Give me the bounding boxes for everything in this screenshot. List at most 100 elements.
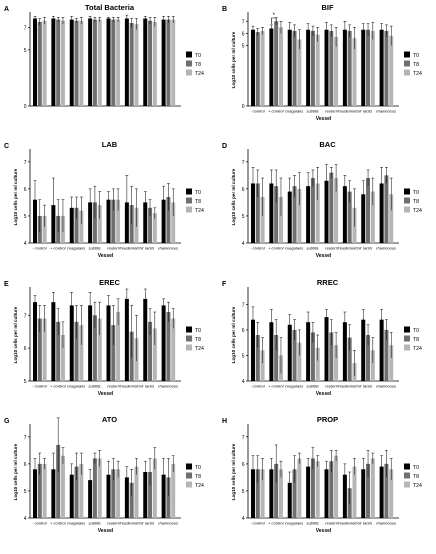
bar-t24-lactis [370, 191, 375, 243]
bar-t0-freudenreichii [124, 298, 129, 381]
chart-svg: A Total Bacteria 0 5 7 T0 T8 T24 [4, 3, 204, 110]
x-tick-label: reuteri [325, 521, 336, 526]
x-tick-label: subtilis [306, 521, 318, 526]
y-tick-label: 5 [242, 353, 245, 359]
bar-t0-reuteri [324, 469, 329, 518]
x-tick-label: - control [32, 521, 47, 526]
bar-t8-lactis [366, 178, 371, 243]
bar-t0-lactis [143, 472, 148, 518]
legend-swatch [186, 481, 192, 488]
bar-t8-coagulans [292, 186, 297, 243]
bar-t24-rhamnosus [171, 463, 176, 518]
chart-svg: G ATO 4 5 6 7 Log10 cells per ml culture - cont… [4, 415, 204, 534]
panel-erec: E EREC 5 6 7 Log10 cells per ml culture - cont… [0, 275, 218, 412]
x-axis-label: Vessel [316, 528, 332, 534]
legend-swatch [404, 60, 410, 67]
legend-label: T24 [413, 71, 422, 77]
bar-t24-control [260, 350, 265, 381]
x-tick-label: rhamnosus [376, 521, 396, 526]
bar-t8-reuteri [111, 19, 116, 106]
bar-t24-reuteri [334, 178, 339, 243]
bar-t0-control [269, 322, 274, 381]
legend-label: T8 [413, 62, 419, 68]
bar-t8-control [37, 463, 42, 518]
x-tick-label: reuteri [107, 521, 118, 526]
bar-t0-freudenreichii [342, 322, 347, 381]
x-tick-label: lactis [145, 246, 154, 251]
bar-t0-rhamnosus [379, 319, 384, 381]
legend-label: T8 [195, 199, 201, 205]
bar-t0-control [51, 469, 56, 518]
x-tick-label: freudenreichii [119, 384, 143, 389]
x-tick-label: rhamnosus [158, 246, 178, 251]
bar-t24-control [42, 463, 47, 518]
bar-t24-rhamnosus [171, 318, 176, 381]
x-axis-label: Vessel [316, 391, 332, 397]
bar-t0-freudenreichii [124, 18, 129, 106]
legend-swatch [404, 197, 410, 204]
x-axis-label: Vessel [98, 528, 114, 534]
x-tick-label: subtilis [306, 246, 318, 251]
legend-label: T0 [413, 53, 419, 59]
y-axis-label: Log10 cells per ml culture [13, 443, 18, 500]
x-tick-label: + control [50, 384, 66, 389]
bar-t0-rhamnosus [161, 199, 166, 243]
legend-label: T8 [413, 474, 419, 480]
bar-t0-lactis [361, 194, 366, 243]
bar-t0-coagulans [69, 305, 74, 381]
chart-svg: B BIF 0 5 6 7 Log10 cells per ml culture - cont… [222, 3, 422, 122]
legend-swatch [186, 51, 192, 58]
bar-t8-coagulans [74, 20, 79, 107]
bar-t24-lactis [152, 458, 157, 518]
bar-t0-freudenreichii [342, 474, 347, 518]
panel-letter: D [222, 143, 227, 150]
bar-t0-subtilis [88, 18, 93, 106]
bar-t24-reuteri [116, 469, 121, 518]
bar-t8-coagulans [74, 466, 79, 518]
x-tick-label: coagulans [67, 246, 85, 251]
legend-swatch [404, 481, 410, 488]
bar-t24-subtilis [97, 19, 102, 106]
bar-t8-lactis [148, 207, 153, 243]
bar-t24-control [42, 20, 47, 107]
bar-t8-reuteri [111, 325, 116, 381]
significance-bracket [271, 17, 277, 24]
legend-swatch [404, 472, 410, 479]
x-tick-label: subtilis [88, 521, 100, 526]
bar-t8-subtilis [310, 332, 315, 381]
y-tick-label: 5 [242, 214, 245, 220]
bar-t24-rhamnosus [389, 345, 394, 381]
bar-t8-subtilis [92, 19, 97, 106]
legend-swatch [186, 206, 192, 213]
x-tick-label: rhamnosus [376, 109, 396, 114]
y-tick-label: 4 [242, 379, 245, 385]
bar-t24-subtilis [315, 34, 320, 106]
bar-t8-rhamnosus [166, 197, 171, 243]
x-tick-label: coagulans [67, 521, 85, 526]
panel-bif: B BIF 0 5 6 7 Log10 cells per ml culture - cont… [218, 0, 436, 137]
y-tick-label: 4 [24, 241, 27, 247]
legend-label: T24 [413, 483, 422, 489]
bar-t24-subtilis [97, 458, 102, 518]
bar-t0-subtilis [88, 202, 93, 243]
bar-t8-control [255, 32, 260, 106]
bar-t8-control [56, 321, 61, 381]
legend-swatch [404, 206, 410, 213]
bar-t24-rhamnosus [389, 194, 394, 243]
y-tick-label: 5 [24, 214, 27, 220]
bar-t24-reuteri [334, 455, 339, 518]
bar-t0-control [251, 29, 255, 107]
bar-t0-coagulans [287, 191, 292, 243]
bar-t8-subtilis [310, 458, 315, 518]
bar-t24-coagulans [297, 342, 302, 381]
y-tick-label: 6 [242, 462, 245, 468]
bar-t8-subtilis [92, 315, 97, 381]
y-tick-label: 0 [24, 104, 27, 110]
bar-t24-subtilis [315, 461, 320, 518]
x-axis-label: Vessel [98, 391, 114, 397]
panel-prop: H PROP 4 5 6 7 Log10 cells per ml culture - con… [218, 412, 436, 549]
bar-t0-freudenreichii [342, 29, 347, 107]
legend-label: T24 [195, 346, 204, 352]
y-tick-label: 7 [24, 435, 27, 441]
y-tick-label: 5 [242, 489, 245, 495]
